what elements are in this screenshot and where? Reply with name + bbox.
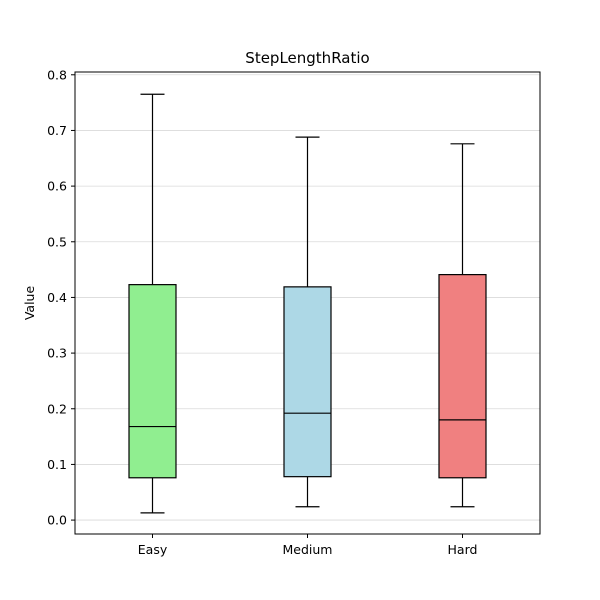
x-tick-label: Easy xyxy=(138,542,168,557)
y-tick-label: 0.5 xyxy=(47,234,67,249)
box xyxy=(283,286,332,478)
y-tick-label: 0.4 xyxy=(47,290,67,305)
box xyxy=(128,284,177,479)
y-tick-label: 0.0 xyxy=(47,513,67,528)
y-tick-label: 0.1 xyxy=(47,457,67,472)
y-tick-label: 0.7 xyxy=(47,123,67,138)
axis-ticks: 0.0 0.1 0.2 0.3 0.4 0.5 0.6 0.7 0.8 Easy Medium Har… xyxy=(47,67,477,557)
y-tick-label: 0.8 xyxy=(47,67,67,82)
boxes xyxy=(128,93,487,514)
y-tick-label: 0.6 xyxy=(47,179,67,194)
chart-title: StepLengthRatio xyxy=(245,49,369,67)
y-axis-label: Value xyxy=(22,286,37,321)
y-tick-label: 0.2 xyxy=(47,401,67,416)
box-group-easy xyxy=(128,93,177,514)
box xyxy=(438,274,487,479)
x-tick-label: Medium xyxy=(283,542,333,557)
x-tick-label: Hard xyxy=(448,542,478,557)
box-group-medium xyxy=(283,136,332,508)
box-group-hard xyxy=(438,143,487,508)
y-tick-label: 0.3 xyxy=(47,346,67,361)
